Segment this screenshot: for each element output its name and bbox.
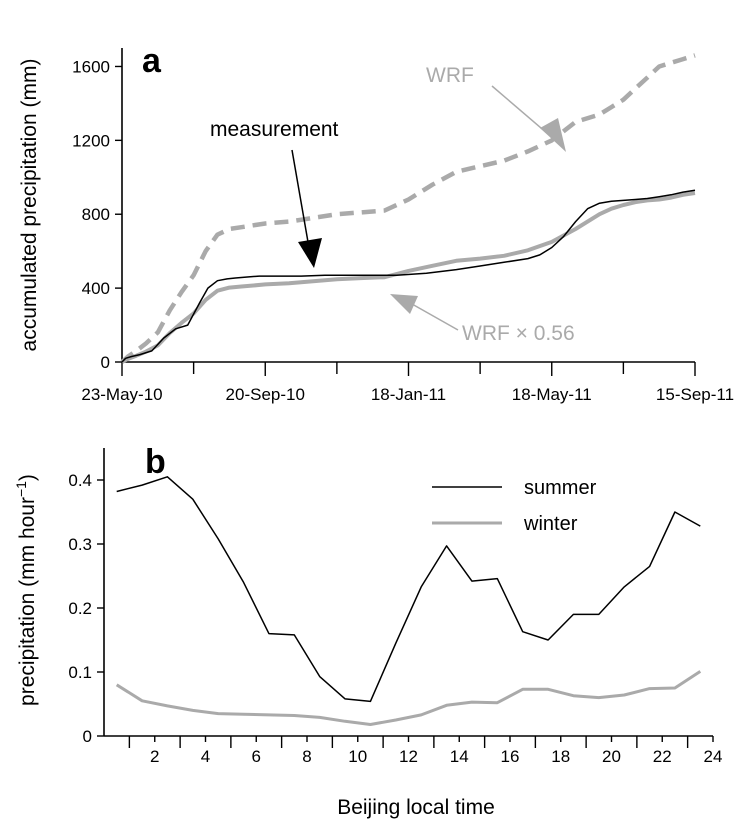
panel-b-x-tick-label: 18 [551,747,570,766]
panel-b-y-tick-label: 0 [83,727,92,746]
panel-b-x-tick-label: 14 [450,747,469,766]
series-line-wrf_scaled [121,191,696,364]
panel-a-y-tick-label: 400 [82,279,110,298]
arrow-wrf-head [540,118,566,152]
panel-a-y-tick-label: 1200 [72,131,110,150]
arrow-measurement-head [298,238,322,268]
panel-b-y-label: precipitation (mm hour−1) [13,474,39,706]
panel-b-x-tick-label: 4 [201,747,210,766]
legend-label-winter: winter [523,513,578,535]
panel-b-y-tick-label: 0.3 [68,535,92,554]
panel-b-x-tick-label: 6 [252,747,261,766]
panel-a: a 0 400 800 1200 1600 23-May-10 20-Sep-10 18-J… [18,42,734,404]
arrow-wrf-shaft [491,85,549,135]
arrow-measurement-shaft [291,149,309,243]
panel-a-y-label: accumulated precipitation (mm) [18,59,41,352]
annotation-wrf: WRF [426,64,474,87]
panel-b-x-tick-label: 10 [348,747,367,766]
panel-b-x-tick-label: 20 [602,747,621,766]
annotation-wrf-scaled: WRF × 0.56 [462,322,575,345]
panel-b-x-tick-label: 2 [150,747,159,766]
panel-a-y-tick-label: 1600 [72,57,110,76]
panel-b: b 00.10.20.30.4 2 4 6 8 10 12 14 16 18 20 22 24 pre… [13,443,722,819]
panel-letter-a: a [142,42,162,80]
panel-b-y-tick-label: 0.1 [68,663,92,682]
panel-b-x-tick-label: 24 [704,747,723,766]
panel-a-y-tick-label: 0 [101,353,110,372]
series-line-measurement [121,189,696,363]
panel-a-x-tick-label: 20-Sep-10 [226,385,305,404]
panel-b-x-tick-label: 8 [302,747,311,766]
series-line-winter [115,670,702,726]
panel-a-x-tick-label: 23-May-10 [81,385,162,404]
panel-a-x-tick-label: 18-May-11 [512,385,592,404]
panel-a-x-tick-label: 18-Jan-11 [371,385,446,404]
panel-b-x-tick-label: 22 [653,747,672,766]
series-line-summer [116,476,701,703]
series-line-wrf [120,53,696,364]
legend-label-summer: summer [524,477,597,499]
panel-a-x-tick-label: 15-Sep-11 [656,385,734,404]
panel-b-x-tick-label: 12 [399,747,418,766]
panel-b-x-tick-label: 16 [501,747,520,766]
arrow-wrf-scaled-shaft [411,303,459,331]
panel-letter-b: b [145,443,166,481]
panel-a-y-tick-label: 800 [82,205,110,224]
panel-b-y-tick-label: 0.2 [68,599,92,618]
arrow-wrf-scaled-head [390,294,418,314]
panel-b-x-label: Beijing local time [337,796,495,819]
legend: summer winter [432,477,597,535]
annotation-measurement: measurement [210,118,339,141]
panel-b-y-tick-label: 0.4 [68,471,92,490]
